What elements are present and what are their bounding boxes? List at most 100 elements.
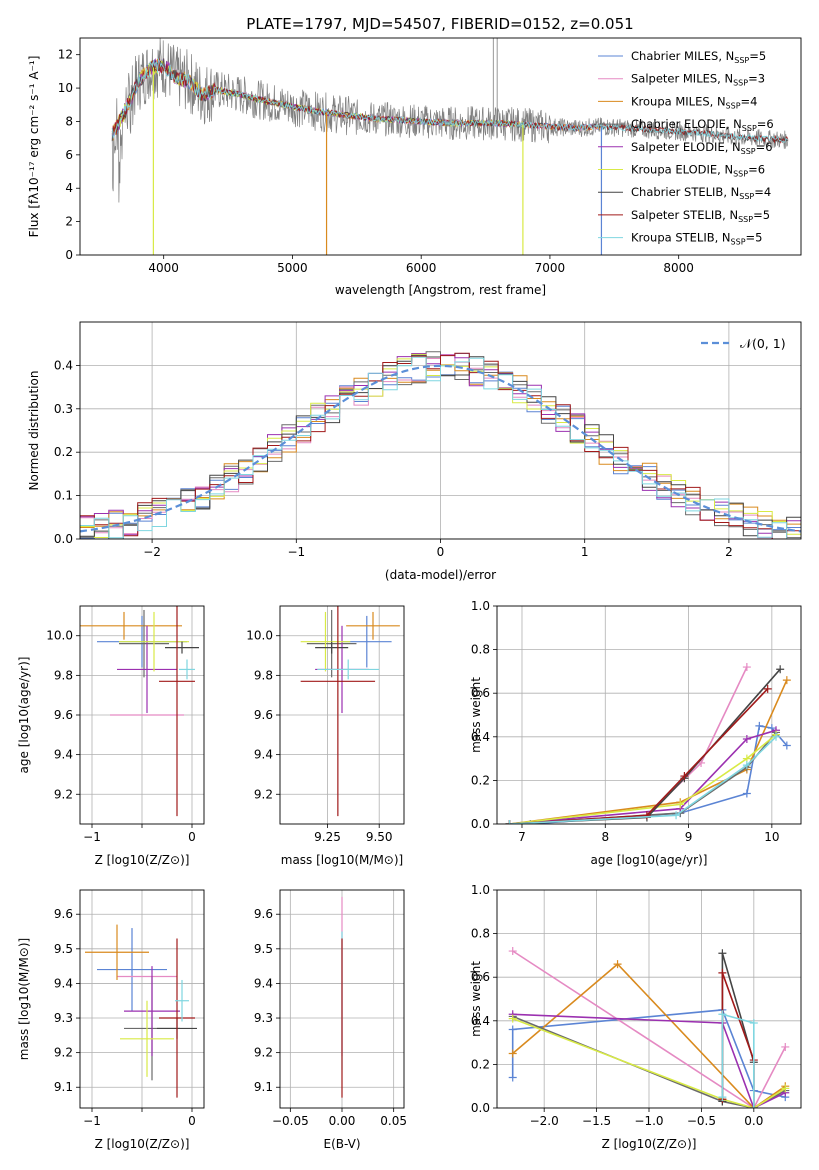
age_vs_Z-panel: −1 0 9.2 9.4 9.6 9.8 10.0 Z [log10(Z/Z⊙)] age [l…	[17, 605, 205, 867]
mass_vs_ebv-ytick-label: 9.2	[254, 1046, 273, 1060]
mass_vs_ebv-panel: −0.05 0.00 0.05 9.1 9.2 9.3 9.4 9.5 9.6 E(B-V)	[254, 889, 407, 1151]
mass_weight_vs_age-ytick-label: 0.2	[471, 773, 490, 787]
age_vs_mass-ytick-label: 10.0	[246, 629, 273, 643]
mass_weight_vs_age-xlabel: age [log10(age/yr)]	[591, 853, 708, 867]
mass-weight-point	[772, 732, 781, 741]
mass-weight-point	[613, 960, 622, 969]
legend-count: =5	[746, 231, 763, 245]
mass-weight-point	[742, 663, 751, 672]
residual-histogram	[80, 352, 801, 539]
mass_vs_Z-ytick-label: 9.5	[54, 942, 73, 956]
mass-weight-point	[718, 968, 727, 977]
mass_vs_ebv-xlabel: E(B-V)	[323, 1137, 360, 1151]
legend-subscript: SSP	[738, 215, 753, 224]
age_vs_mass-xtick-label: 9.25	[314, 830, 341, 844]
residuals-xtick-label: 2	[725, 545, 733, 559]
legend-count: =6	[756, 140, 773, 154]
residuals-ytick-label: 0.2	[54, 445, 73, 459]
mass_weight_vs_age-ytick-label: 0.0	[471, 817, 490, 831]
age_vs_Z-xtick-label: −1	[83, 830, 101, 844]
residual-histogram	[80, 356, 801, 539]
mass-weight-point	[742, 761, 751, 770]
legend-label: 𝒩(0, 1)	[740, 336, 786, 351]
mass-weight-point	[680, 772, 689, 781]
mass-weight-point	[505, 820, 514, 824]
mass-weight-point	[742, 789, 751, 798]
spectrum-xtick-label: 8000	[663, 261, 694, 275]
mass_vs_ebv-frame	[279, 889, 405, 1109]
mass_vs_Z-ylabel: mass [log10(M/M⊙)]	[17, 938, 31, 1060]
mass_weight_vs_Z-frame	[496, 889, 802, 1109]
mass-weight-point	[776, 665, 785, 674]
mass_vs_Z-panel: −1 0 9.1 9.2 9.3 9.4 9.5 9.6 Z [log10(Z/Z⊙)] mass…	[17, 889, 205, 1151]
age_vs_Z-frame	[79, 605, 205, 825]
residuals-xtick-label: −1	[287, 545, 305, 559]
spectrum-ytick-label: 0	[65, 248, 73, 262]
mass_weight_vs_Z-ylabel: mass weight	[469, 961, 483, 1037]
mass_weight_vs_Z-panel: −2.0 −1.5 −1.0 −0.5 0.0 0.0 0.2 0.4 0.6 0.8 1.0 Z […	[469, 883, 802, 1151]
age_vs_Z-plot-area	[80, 606, 204, 824]
legend-label: Kroupa ELODIE, NSSP=6	[631, 163, 765, 179]
legend-subscript: SSP	[734, 56, 749, 65]
spectrum-ylabel: Flux [fλ10⁻¹⁷ erg cm⁻² s⁻¹ A⁻¹]	[27, 56, 41, 238]
legend-subscript: SSP	[741, 147, 756, 156]
mass_weight_vs_age-frame	[496, 605, 802, 825]
legend-label: Salpeter STELIB, NSSP=5	[631, 208, 770, 224]
mass-weight-point	[642, 811, 651, 820]
model-spectrum-line	[111, 57, 789, 143]
age_vs_mass-plot-area	[280, 606, 404, 824]
residuals-xtick-label: 0	[437, 545, 445, 559]
legend-label: Kroupa STELIB, NSSP=5	[631, 231, 762, 247]
mass_weight_vs_Z-xtick-label: −1.5	[582, 1114, 611, 1128]
mass_weight_vs_Z-xtick-label: −2.0	[530, 1114, 559, 1128]
mass-weight-line	[512, 1017, 786, 1108]
mass_vs_ebv-ytick-label: 9.6	[254, 907, 273, 921]
mass_weight_vs_age-panel: 7 8 9 10 0.0 0.2 0.4 0.6 0.8 1.0 age [log10(age/yr…	[469, 599, 802, 867]
mass_vs_Z-xlabel: Z [log10(Z/Z⊙)]	[95, 1137, 190, 1151]
mass_weight_vs_Z-ytick-label: 0.2	[471, 1057, 490, 1071]
mass-weight-point	[781, 1084, 790, 1093]
residuals-ytick-label: 0.1	[54, 489, 73, 503]
residual-histogram	[80, 354, 801, 539]
age_vs_mass-ytick-label: 9.2	[254, 787, 273, 801]
mass-weight-point	[508, 1073, 517, 1082]
mass_weight_vs_age-ylabel: mass weight	[469, 677, 483, 753]
mass-weight-point	[749, 1104, 758, 1108]
mass_vs_Z-ytick-label: 9.3	[54, 1011, 73, 1025]
mass-weight-line	[509, 679, 788, 824]
spectrum-ytick-label: 12	[58, 48, 73, 62]
mass-weight-point	[508, 1049, 517, 1058]
legend-count: =4	[754, 185, 771, 199]
residuals-ytick-label: 0.0	[54, 532, 73, 546]
mass_weight_vs_age-ytick-label: 0.8	[471, 643, 490, 657]
mass-weight-line	[721, 1013, 755, 1108]
mass-weight-line	[721, 972, 755, 1108]
figure-title: PLATE=1797, MJD=54507, FIBERID=0152, z=0…	[246, 15, 633, 33]
mass-weight-point	[718, 1093, 727, 1102]
age_vs_Z-xlabel: Z [log10(Z/Z⊙)]	[95, 853, 190, 867]
spectrum-xtick-label: 7000	[535, 261, 566, 275]
mass-weight-point	[782, 676, 791, 685]
legend-count: =5	[749, 49, 766, 63]
mass_weight_vs_Z-xtick-label: −0.5	[687, 1114, 716, 1128]
residuals-xlabel: (data-model)/error	[385, 568, 496, 582]
mass_weight_vs_age-ytick-label: 0.4	[471, 730, 490, 744]
legend-count: =5	[753, 208, 770, 222]
mass_vs_Z-ytick-label: 9.2	[54, 1046, 73, 1060]
mass_vs_Z-ytick-label: 9.6	[54, 907, 73, 921]
legend-subscript: SSP	[739, 192, 754, 201]
age_vs_Z-ytick-label: 9.4	[54, 748, 73, 762]
mass_weight_vs_Z-ytick-label: 0.6	[471, 970, 490, 984]
mass-weight-line	[509, 666, 748, 824]
legend-count: =4	[741, 94, 758, 108]
mass_vs_Z-ytick-label: 9.1	[54, 1080, 73, 1094]
legend-subscript: SSP	[742, 124, 757, 133]
spectrum-ytick-label: 6	[65, 148, 73, 162]
age_vs_mass-frame	[279, 605, 405, 825]
residuals-plot-area	[80, 322, 801, 539]
mass-weight-point	[508, 1014, 517, 1023]
mass_weight_vs_Z-ytick-label: 0.0	[471, 1101, 490, 1115]
mass_weight_vs_age-xtick-label: 10	[764, 830, 779, 844]
residuals-frame	[79, 321, 802, 540]
